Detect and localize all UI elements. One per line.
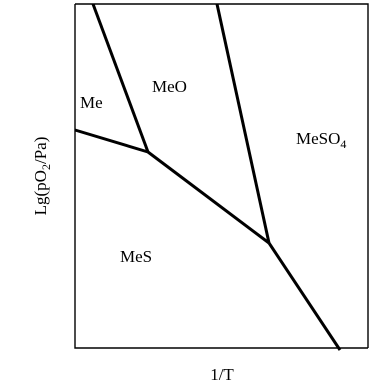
boundary-mes-meso4 [267,242,342,351]
boundary-meo-mes [147,150,270,245]
region-label-meso4: MeSO4 [296,129,346,151]
region-label-meso4-sub: 4 [340,137,346,151]
region-label-meso4-main: MeSO [296,129,340,148]
boundary-me-meo [91,3,150,153]
region-label-mes: MeS [120,247,152,266]
y-axis-label-main: Lg(pO [31,170,50,215]
plot-frame [74,3,369,349]
boundary-meo-meso4 [215,3,271,244]
y-axis-label-sub: 2 [39,164,53,170]
x-axis-label: 1/T [210,365,234,384]
y-axis-label-tail: /Pa) [31,137,50,164]
region-label-meo: MeO [152,77,187,96]
y-axis-label: Lg(pO2/Pa) [31,137,53,216]
region-label-me: Me [80,93,103,112]
boundary-me-mes [74,128,149,154]
